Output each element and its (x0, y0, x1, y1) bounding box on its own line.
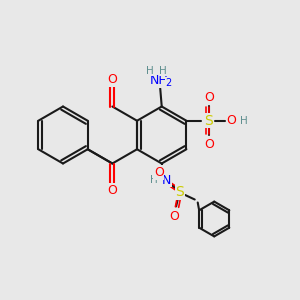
Text: H: H (239, 116, 247, 126)
Text: H: H (150, 175, 158, 185)
Text: N: N (161, 173, 171, 187)
Text: O: O (107, 184, 117, 197)
Text: O: O (204, 138, 214, 151)
Text: O: O (204, 91, 214, 104)
Text: O: O (154, 166, 164, 179)
Text: O: O (169, 210, 179, 223)
Text: H: H (146, 65, 154, 76)
Text: H: H (159, 65, 167, 76)
Text: S: S (176, 185, 184, 199)
Text: O: O (107, 73, 117, 86)
Text: S: S (205, 114, 213, 128)
Text: O: O (226, 114, 236, 127)
Text: NH: NH (149, 74, 168, 88)
Text: 2: 2 (166, 77, 172, 88)
